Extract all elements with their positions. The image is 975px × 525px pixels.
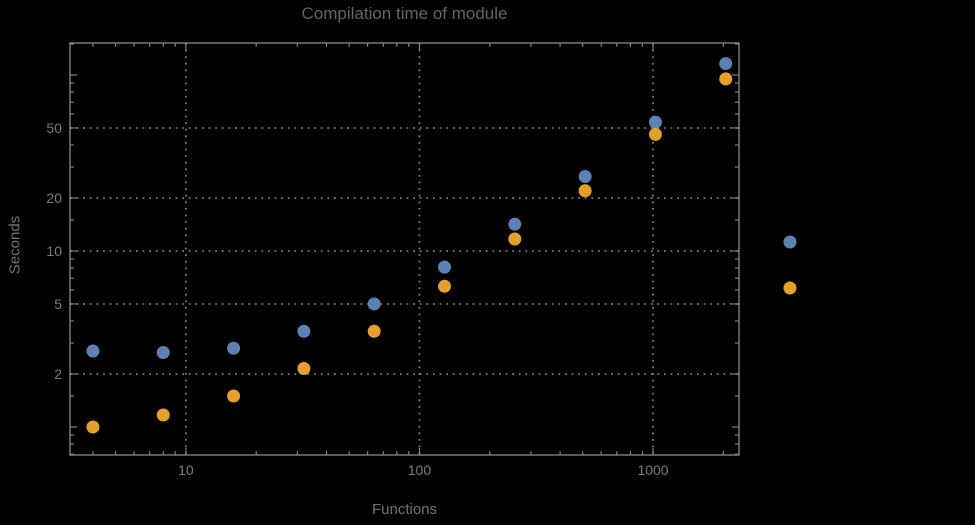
data-point-orange-x32 [297, 361, 311, 375]
data-point-blue-x64 [367, 297, 381, 311]
data-point-orange-x16 [227, 389, 241, 403]
data-point-orange-x64 [367, 324, 381, 338]
data-point-orange-x128 [438, 279, 452, 293]
y-tick-label-20: 20 [46, 190, 62, 206]
y-tick-label-10: 10 [46, 243, 62, 259]
data-point-blue-x4 [86, 344, 100, 358]
legend [783, 235, 797, 295]
grid-lines [70, 43, 739, 455]
data-point-blue-x512 [578, 170, 592, 184]
x-tick-label-10: 10 [178, 462, 194, 478]
data-point-blue-x128 [438, 260, 452, 274]
legend-marker-blue [783, 235, 797, 249]
data-point-blue-x1024 [648, 115, 662, 129]
data-point-blue-x16 [227, 341, 241, 355]
data-point-orange-x512 [578, 184, 592, 198]
data-point-orange-x4 [86, 420, 100, 434]
series-orange [86, 72, 733, 434]
y-tick-label-2: 2 [54, 366, 62, 382]
data-point-blue-x8 [156, 345, 170, 359]
x-tick-label-100: 100 [408, 462, 432, 478]
series-blue [86, 57, 733, 359]
data-point-blue-x2048 [719, 57, 733, 71]
y-tick-label-5: 5 [54, 296, 62, 312]
plot-frame [69, 42, 740, 456]
data-point-orange-x1024 [648, 127, 662, 141]
data-point-orange-x8 [156, 408, 170, 422]
x-tick-label-1000: 1000 [637, 462, 668, 478]
data-point-orange-x256 [508, 232, 522, 246]
chart-title: Compilation time of module [301, 4, 508, 23]
legend-marker-orange [783, 281, 797, 295]
x-axis-label: Functions [371, 501, 438, 518]
data-point-blue-x256 [508, 217, 522, 231]
data-point-orange-x2048 [719, 72, 733, 86]
axis-ticks [70, 43, 739, 455]
y-tick-label-50: 50 [46, 120, 62, 136]
tick-labels: 10 100 1000 2 5 10 20 50 [46, 120, 668, 478]
data-point-blue-x32 [297, 324, 311, 338]
